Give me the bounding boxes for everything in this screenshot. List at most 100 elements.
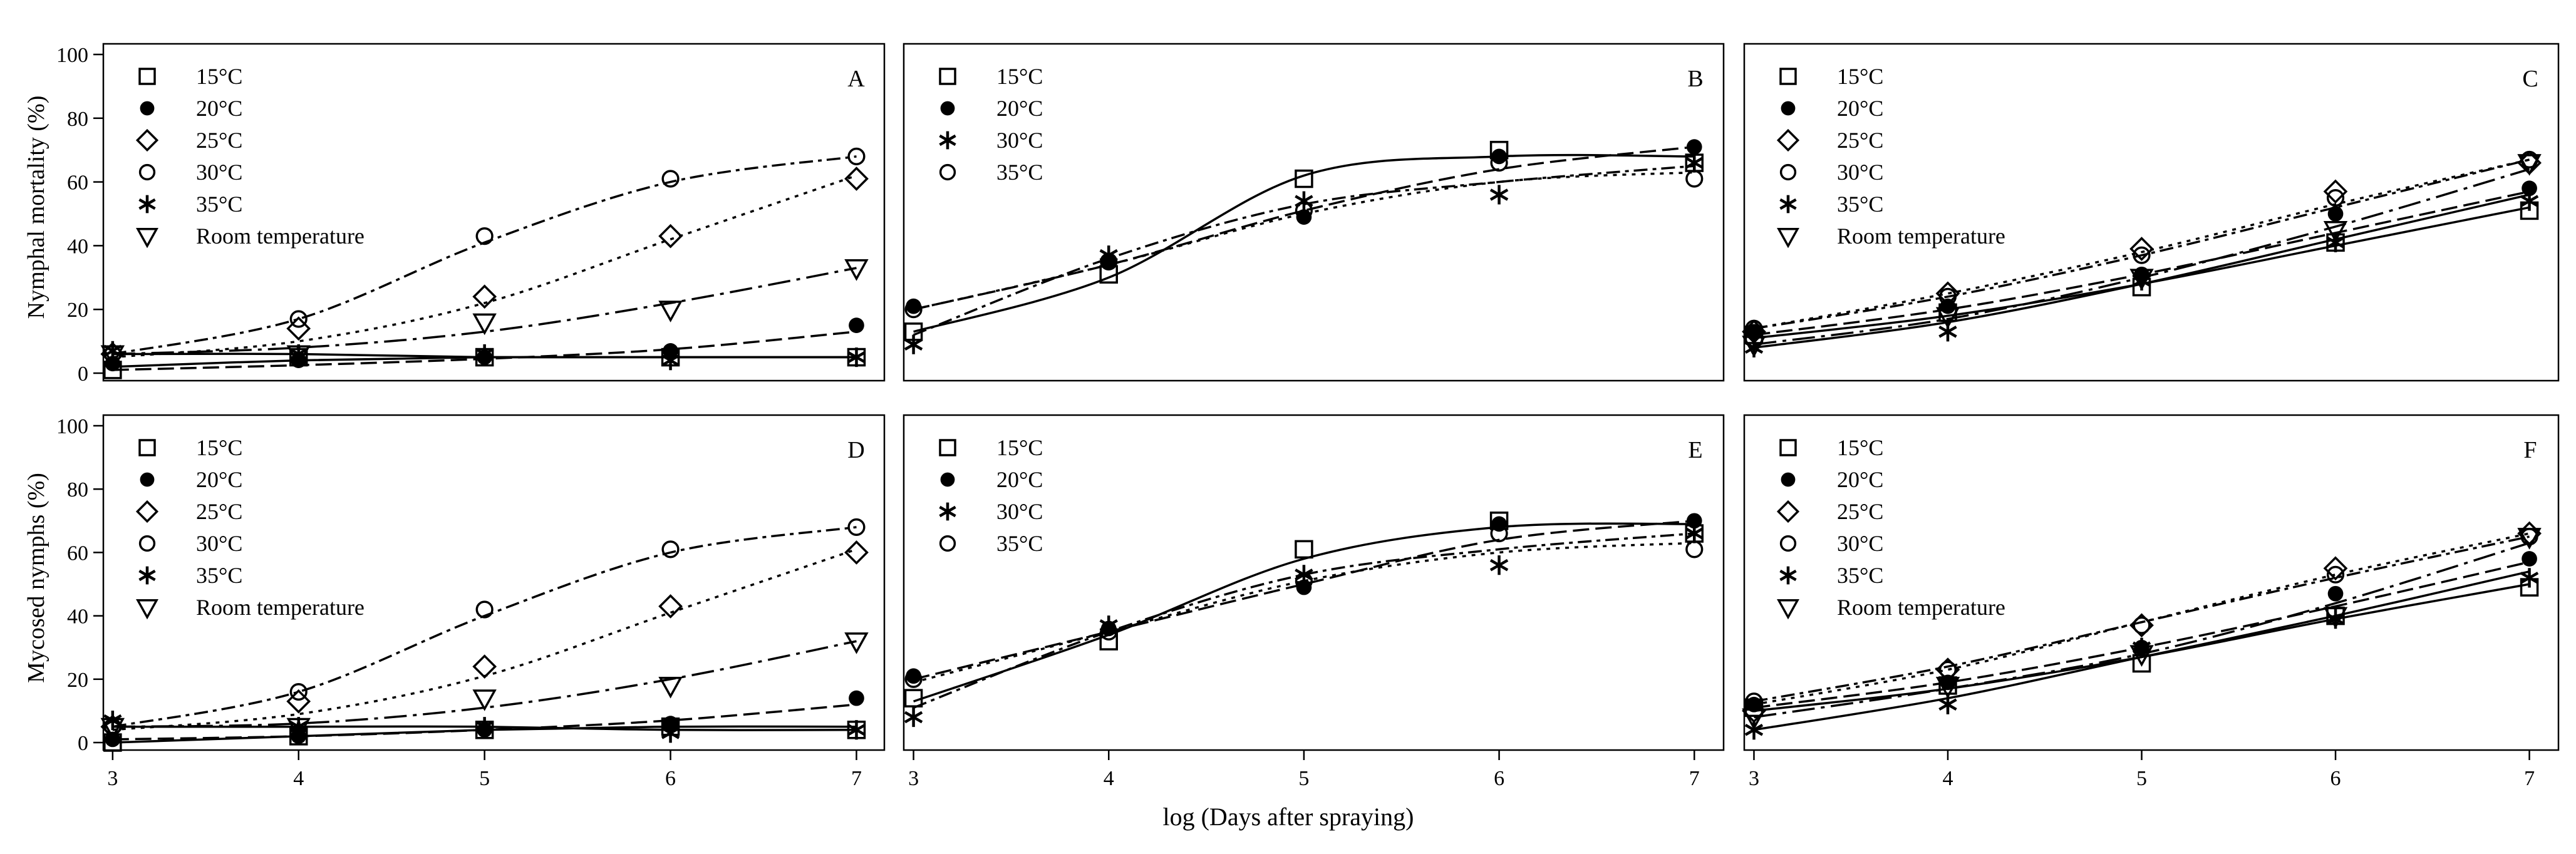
point-25c (2129, 237, 2154, 261)
x-tick-label: 7 (851, 767, 862, 790)
y-tick-label: 60 (67, 542, 88, 565)
point-15c (1295, 540, 1313, 559)
point-room-temperature (2517, 154, 2542, 176)
point-25c (2323, 556, 2348, 581)
legend-marker-25c (1776, 500, 1800, 523)
legend-label-25c: 25°C (196, 499, 242, 524)
legend-marker-20c (940, 101, 955, 116)
legend-label-30c: 30°C (1837, 160, 1883, 185)
point-30c (904, 707, 923, 728)
point-35c (103, 710, 122, 731)
fit-line-room-temperature (112, 640, 857, 728)
legend-marker-30c (138, 163, 156, 181)
fit-line-15c (913, 153, 1695, 333)
point-30c (1685, 523, 1704, 543)
x-tick-label: 3 (908, 767, 919, 790)
legend-label-35c: 35°C (1837, 192, 1883, 217)
point-room-temperature (658, 301, 683, 322)
legend-marker-35c (1779, 195, 1797, 214)
y-tick-label: 100 (56, 415, 88, 438)
series-room-temperature (1742, 528, 2542, 731)
series-30c (103, 518, 866, 736)
point-room-temperature (1935, 307, 1960, 329)
legend-label-35c: 35°C (196, 563, 242, 588)
fit-line-room-temperature (1754, 168, 2530, 346)
legend-label-20c: 20°C (996, 96, 1043, 121)
fit-line-30c (1754, 158, 2530, 330)
fit-line-15c (913, 522, 1695, 702)
legend-marker-20c (1781, 101, 1796, 116)
legend-label-room-temperature: Room temperature (1837, 595, 2005, 620)
legend-marker-15c (1779, 439, 1797, 456)
point-30c (2133, 246, 2151, 264)
fit-line-30c (913, 532, 1695, 709)
series-35c (904, 153, 1704, 319)
legend-label-room-temperature: Room temperature (196, 224, 365, 249)
series-room-temperature (100, 259, 869, 368)
legend-marker-20c (140, 101, 155, 116)
point-room-temperature (1742, 708, 1766, 731)
legend-marker-15c (138, 68, 156, 85)
point-15c (1295, 169, 1313, 188)
point-30c (661, 170, 680, 188)
point-35c (1685, 170, 1704, 188)
point-20c (849, 690, 864, 706)
point-25c (2323, 179, 2348, 204)
point-room-temperature (2323, 607, 2348, 629)
panel-e: 3 4 5 6 7 E 15°C 20°C 30°C 35°C (903, 414, 1725, 790)
legend-label-15c: 15°C (1837, 435, 1883, 460)
legend-marker-25c (1776, 128, 1800, 152)
legend-marker-room-temperature (136, 228, 158, 249)
series-25c (100, 540, 869, 739)
point-20c (1686, 513, 1702, 529)
panel-e-frame (903, 414, 1725, 751)
legend-label-35c: 35°C (996, 160, 1043, 185)
x-tick-label: 6 (665, 767, 676, 790)
legend-label-20c: 20°C (996, 467, 1043, 492)
point-25c (286, 689, 311, 714)
point-30c (1099, 615, 1118, 635)
x-tick-label: 6 (1494, 767, 1504, 790)
y-tick-label: 60 (67, 172, 88, 195)
legend-marker-20c (1781, 472, 1796, 487)
legend-label-20c: 20°C (1837, 96, 1883, 121)
x-tick-label: 4 (1104, 767, 1114, 790)
y-tick-label: 20 (67, 299, 88, 322)
x-tick-label: 5 (479, 767, 490, 790)
point-room-temperature (1742, 336, 1766, 358)
legend-label-room-temperature: Room temperature (196, 595, 365, 620)
point-30c (1295, 191, 1313, 211)
legend-label-20c: 20°C (196, 467, 242, 492)
legend-label-25c: 25°C (1837, 128, 1883, 153)
panel-c: C 15°C 20°C 25°C 30°C 35°C Room temperature (1742, 43, 2560, 382)
point-25c (658, 224, 683, 249)
panel-d-letter: D (847, 437, 864, 463)
legend-marker-35c (138, 566, 156, 585)
point-35c (1295, 202, 1313, 220)
legend-marker-20c (940, 472, 955, 487)
point-room-temperature (1935, 676, 1960, 699)
y-tick-label: 100 (56, 44, 88, 67)
legend-marker-35c (939, 535, 956, 552)
legend-marker-room-temperature (1777, 228, 1799, 249)
point-20c (1686, 139, 1702, 155)
legend-label-25c: 25°C (1837, 499, 1883, 524)
legend-marker-35c (138, 195, 156, 214)
y-tick-label: 40 (67, 605, 88, 629)
legend-marker-30c (939, 502, 956, 521)
point-35c (904, 670, 923, 688)
point-35c (1100, 622, 1118, 641)
panel-b-letter: B (1687, 66, 1703, 92)
y-axis-title-top: Nymphal mortality (%) (23, 96, 49, 319)
series-35c (904, 524, 1704, 688)
y-tick-label: 20 (67, 669, 88, 692)
panel-e-letter: E (1688, 437, 1702, 463)
point-35c (1295, 572, 1313, 590)
point-20c (1491, 148, 1507, 165)
y-tick-label: 0 (78, 732, 88, 755)
panel-b-legend: 15°C 20°C 30°C 35°C (939, 64, 1043, 185)
x-tick-label: 3 (107, 767, 118, 790)
panel-f: 3 4 5 6 7 F 15°C 20°C 25°C 30°C 35°C Room temperatu… (1742, 414, 2560, 790)
series-35c (103, 710, 866, 743)
